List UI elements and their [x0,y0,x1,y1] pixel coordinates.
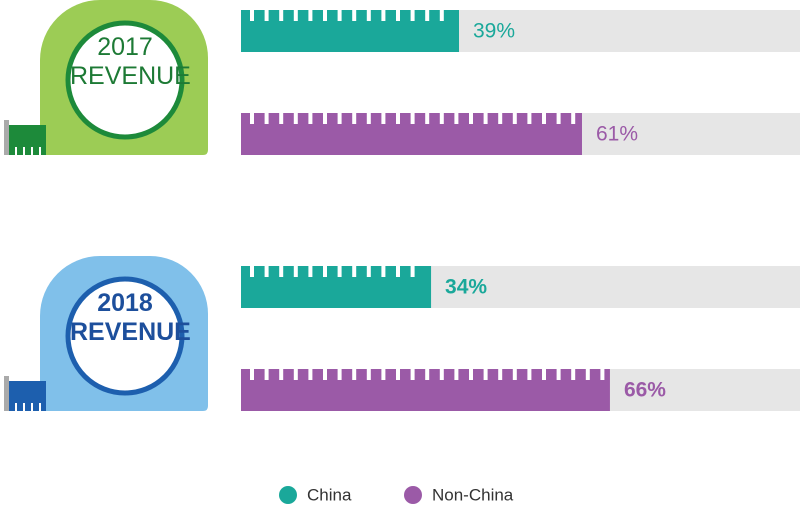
ruler-notch [337,266,342,277]
ruler-notch [352,266,357,277]
ruler-notch [366,266,371,277]
ruler-notch [323,369,327,380]
ruler-notch [352,369,357,380]
ruler-notch [308,113,313,124]
badge-2018 [4,256,208,411]
tape-stub [4,120,9,155]
badge-circle [65,20,185,140]
ruler-notch [571,369,576,380]
ruler-notch [542,369,546,380]
ruler-notch [264,266,269,277]
ruler-notch [381,113,386,124]
ruler-notch [556,113,561,124]
ruler-notch [512,113,517,124]
ruler-notch [323,10,327,21]
ruler-notch [279,369,284,380]
ruler-notch [410,113,415,124]
ruler-notch [410,10,415,21]
ruler-notch [293,10,298,21]
ruler-notch [483,113,488,124]
ruler-notch [323,266,327,277]
value-label: 34% [445,276,487,299]
ruler-notch [396,369,400,380]
ruler-notch [308,369,313,380]
ruler-notch [279,10,284,21]
ruler-notch [483,369,488,380]
ruler-notch [396,10,400,21]
ruler-notch [498,369,503,380]
ruler-notch [352,10,357,21]
ruler-notch [439,10,444,21]
tape-marks [15,147,41,155]
ruler-notch [366,369,371,380]
ruler-notch [425,10,430,21]
legend-swatch [404,486,422,504]
ruler-notch [293,369,298,380]
ruler-notch [410,266,415,277]
ruler-notch [264,369,269,380]
bar [241,10,460,52]
category-label: 2018 REVENUE [70,289,191,346]
tape-stub [4,376,9,411]
category-label: 2017 REVENUE [70,33,191,90]
tape-marks [15,403,41,411]
ruler-notch [293,266,298,277]
ruler-notch [381,369,386,380]
ruler-notch [542,113,546,124]
ruler-notch [585,369,590,380]
ruler-notch [396,266,400,277]
ruler-notch [352,113,357,124]
ruler-notch [293,113,298,124]
ruler-notch [410,369,415,380]
ruler-notch [556,369,561,380]
legend-swatch [279,486,297,504]
ruler-notch [366,10,371,21]
ruler-notch [337,10,342,21]
ruler-notch [439,113,444,124]
ruler-notch [527,369,532,380]
ruler-notch [308,10,313,21]
ruler-notch [279,266,284,277]
ruler-notch [337,113,342,124]
badge-2017 [4,0,208,155]
legend-label: China [307,485,352,504]
ruler-notch [498,113,503,124]
ruler-notch [264,10,269,21]
ruler-notch [600,369,605,380]
ruler-notch [454,369,459,380]
ruler-notch [250,266,254,277]
ruler-notch [571,113,576,124]
ruler-notch [454,113,459,124]
ruler-notch [250,113,254,124]
ruler-notch [323,113,327,124]
ruler-notch [337,369,342,380]
ruler-notch [527,113,532,124]
ruler-notch [381,10,386,21]
ruler-notch [469,113,473,124]
ruler-notch [250,10,254,21]
ruler-notch [366,113,371,124]
ruler-notch [250,369,254,380]
ruler-notch [469,369,473,380]
ruler-notch [381,266,386,277]
value-label: 39% [473,20,515,43]
value-label: 66% [624,379,666,402]
ruler-notch [425,369,430,380]
badge-circle [65,276,185,396]
bar [241,266,432,308]
ruler-notch [439,369,444,380]
ruler-notch [396,113,400,124]
ruler-notch [279,113,284,124]
ruler-notch [425,113,430,124]
ruler-notch [308,266,313,277]
badges [4,0,208,411]
ruler-notch [512,369,517,380]
legend-label: Non-China [432,485,514,504]
ruler-notch [264,113,269,124]
value-label: 61% [596,123,638,146]
